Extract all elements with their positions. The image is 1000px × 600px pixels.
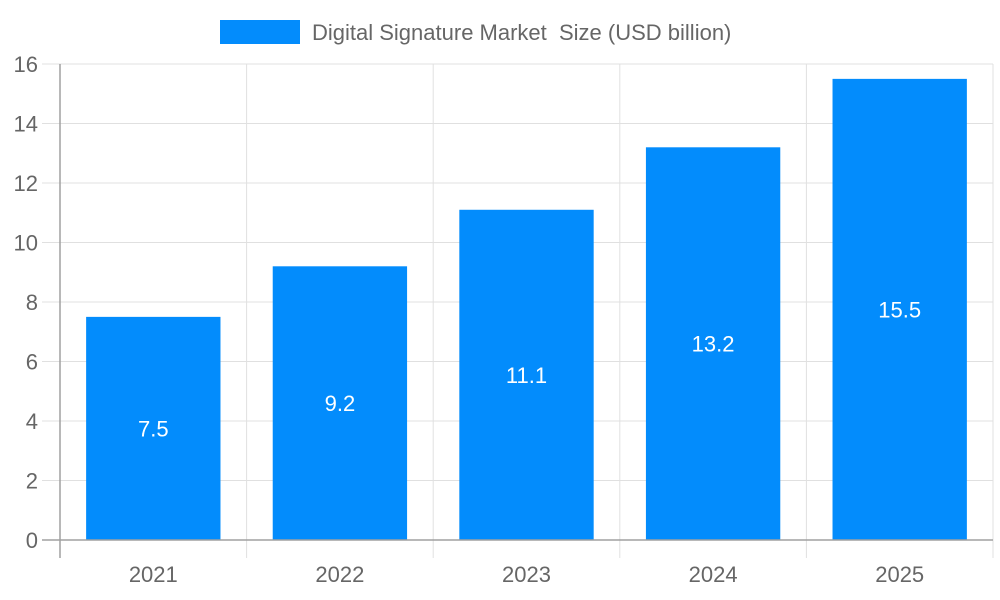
x-tick-label: 2021 [129,562,178,587]
data-label: 7.5 [138,416,169,441]
legend-label: Digital Signature Market Size (USD billi… [312,20,731,45]
y-tick-label: 12 [14,171,38,196]
x-tick-label: 2024 [689,562,738,587]
y-tick-label: 4 [26,409,38,434]
bar-2024 [645,147,781,541]
bar-2021 [86,316,221,540]
bar-2023 [459,209,594,540]
y-tick-label: 6 [26,350,38,375]
y-tick-label: 8 [26,290,38,315]
bar-2025 [832,78,967,540]
y-tick-label: 10 [14,231,38,256]
y-tick-label: 16 [14,52,38,77]
x-tick-label: 2022 [315,562,364,587]
x-tick-label: 2023 [502,562,551,587]
data-label: 15.5 [878,297,921,322]
legend[interactable]: Digital Signature Market Size (USD billi… [220,20,731,45]
y-tick-label: 0 [26,528,38,553]
bars: 7.5 9.2 11.1 13.2 15.5 [86,78,967,541]
y-tick-label: 14 [14,112,38,137]
data-label: 9.2 [325,391,356,416]
x-tick-label: 2025 [875,562,924,587]
bar-2022 [272,266,408,540]
axes: 0 2 4 6 8 10 12 14 16 2021 2022 2023 2024 2025 [14,52,993,587]
legend-swatch [220,20,300,44]
data-label: 13.2 [692,332,735,357]
y-tick-label: 2 [26,469,38,494]
data-label: 11.1 [506,363,547,388]
